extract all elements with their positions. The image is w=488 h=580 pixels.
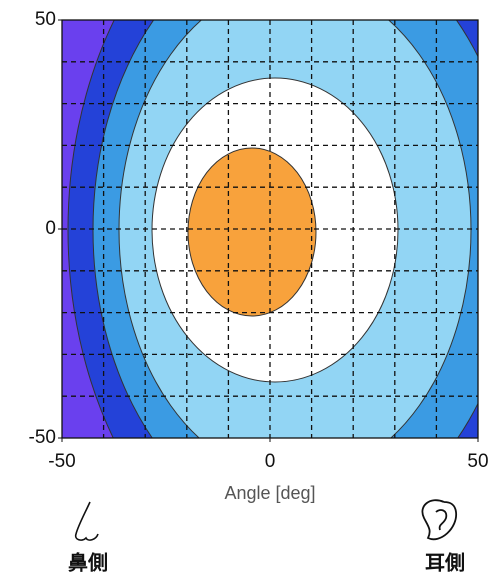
annotation: 鼻側 bbox=[68, 550, 108, 574]
grid bbox=[62, 20, 478, 438]
y-tick-label: 50 bbox=[35, 9, 56, 30]
x-tick-label: -50 bbox=[48, 451, 75, 472]
contour-region bbox=[187, 147, 317, 317]
annotation: 耳側 bbox=[425, 551, 465, 574]
y-tick-label: 0 bbox=[45, 218, 56, 239]
x-axis-label: Angle [deg] bbox=[224, 483, 315, 503]
x-tick-label: 0 bbox=[265, 451, 276, 472]
x-tick-label: 50 bbox=[467, 451, 488, 472]
nose-icon bbox=[74, 501, 99, 541]
ear-icon bbox=[421, 499, 457, 541]
contour-fill bbox=[62, 20, 478, 438]
y-tick-label: -50 bbox=[29, 427, 56, 448]
